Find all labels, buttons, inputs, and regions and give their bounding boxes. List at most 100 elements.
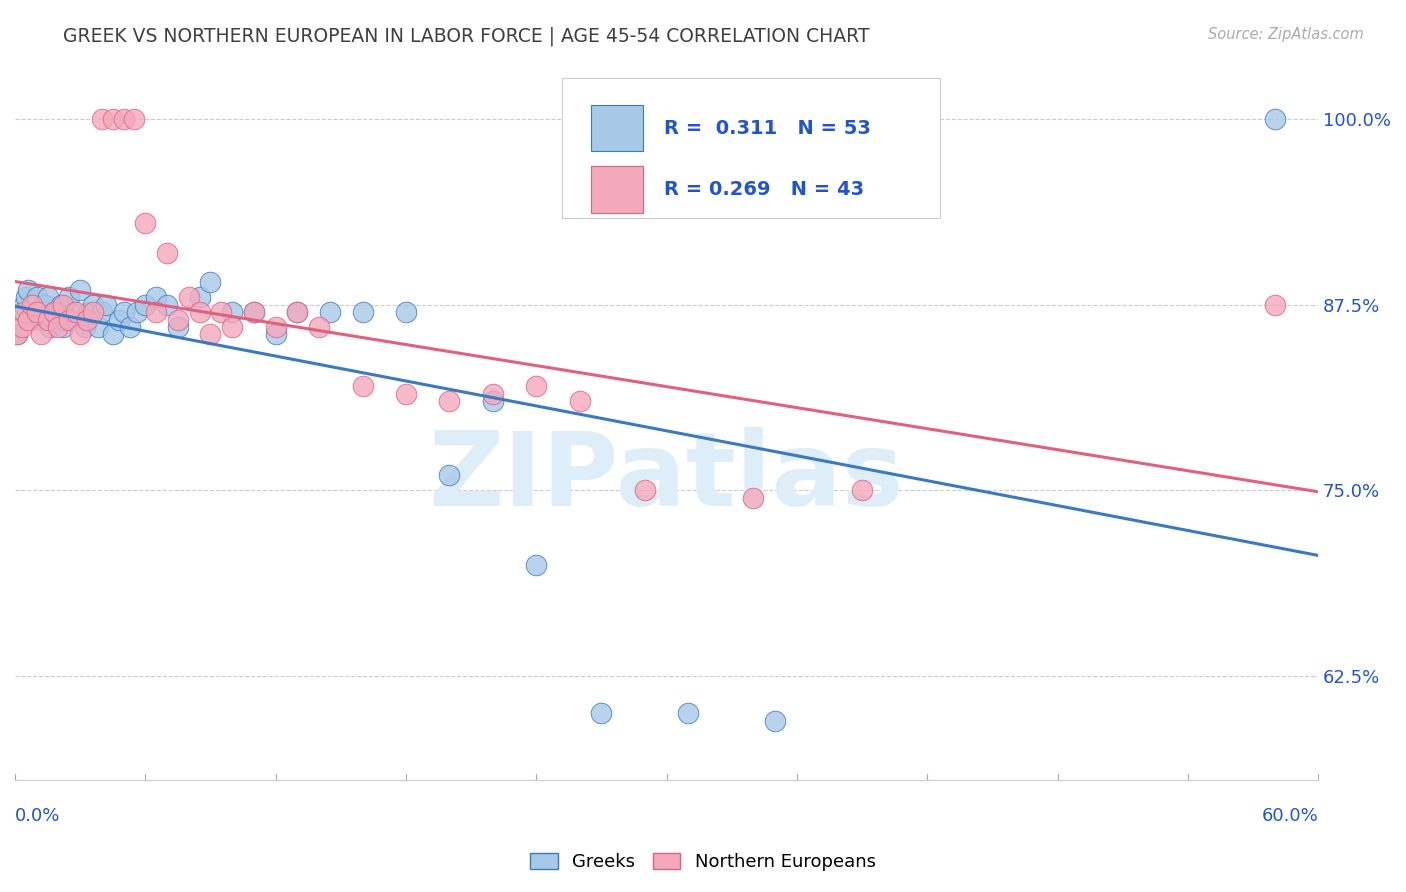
Point bbox=[37, 312, 59, 326]
Point bbox=[395, 386, 418, 401]
Point bbox=[763, 714, 786, 728]
Point bbox=[243, 305, 266, 319]
Point bbox=[243, 305, 266, 319]
Point bbox=[634, 483, 657, 498]
FancyBboxPatch shape bbox=[591, 166, 643, 212]
Point bbox=[6, 327, 28, 342]
Point bbox=[69, 283, 91, 297]
Point bbox=[14, 290, 37, 304]
Point bbox=[308, 320, 330, 334]
Point bbox=[21, 298, 44, 312]
Point bbox=[49, 298, 72, 312]
Point bbox=[188, 305, 211, 319]
Point bbox=[285, 305, 308, 319]
Point bbox=[42, 305, 65, 319]
Point bbox=[200, 327, 222, 342]
Point bbox=[395, 305, 418, 319]
Point bbox=[77, 305, 100, 319]
Point bbox=[17, 312, 39, 326]
Point bbox=[851, 483, 873, 498]
Point bbox=[482, 394, 505, 409]
Point bbox=[13, 298, 35, 312]
Point bbox=[6, 327, 28, 342]
Point bbox=[439, 394, 461, 409]
Point bbox=[13, 305, 35, 319]
Point bbox=[30, 312, 52, 326]
FancyBboxPatch shape bbox=[591, 104, 643, 152]
Point bbox=[17, 283, 39, 297]
Point bbox=[52, 320, 75, 334]
Point bbox=[18, 312, 41, 326]
Point bbox=[319, 305, 342, 319]
Point bbox=[120, 320, 142, 334]
Point bbox=[125, 305, 148, 319]
Point bbox=[38, 320, 60, 334]
Point bbox=[482, 386, 505, 401]
Point bbox=[742, 491, 765, 505]
Point bbox=[101, 327, 124, 342]
Point bbox=[134, 216, 156, 230]
Point bbox=[82, 305, 104, 319]
Point bbox=[30, 327, 52, 342]
Point bbox=[156, 245, 179, 260]
Point bbox=[221, 320, 243, 334]
Text: ZIPatlas: ZIPatlas bbox=[429, 427, 904, 528]
Point bbox=[678, 706, 700, 720]
Point bbox=[112, 305, 135, 319]
Point bbox=[1264, 112, 1286, 126]
Point bbox=[591, 706, 613, 720]
FancyBboxPatch shape bbox=[562, 78, 941, 218]
Point bbox=[352, 379, 374, 393]
Point bbox=[124, 112, 146, 126]
Point bbox=[25, 290, 48, 304]
Point bbox=[108, 312, 131, 326]
Point bbox=[568, 394, 591, 409]
Point bbox=[145, 305, 167, 319]
Text: Source: ZipAtlas.com: Source: ZipAtlas.com bbox=[1208, 27, 1364, 42]
Point bbox=[156, 298, 179, 312]
Point bbox=[82, 298, 104, 312]
Point bbox=[209, 305, 232, 319]
Point bbox=[37, 290, 59, 304]
Point bbox=[264, 327, 287, 342]
Point bbox=[200, 276, 222, 290]
Point bbox=[177, 290, 200, 304]
Point bbox=[25, 305, 48, 319]
Point bbox=[62, 305, 84, 319]
Point bbox=[101, 112, 124, 126]
Point bbox=[10, 305, 32, 319]
Text: GREEK VS NORTHERN EUROPEAN IN LABOR FORCE | AGE 45-54 CORRELATION CHART: GREEK VS NORTHERN EUROPEAN IN LABOR FORC… bbox=[63, 27, 870, 46]
Point bbox=[24, 298, 46, 312]
Point bbox=[439, 468, 461, 483]
Point bbox=[167, 312, 190, 326]
Legend: Greeks, Northern Europeans: Greeks, Northern Europeans bbox=[523, 846, 883, 879]
Text: R =  0.311   N = 53: R = 0.311 N = 53 bbox=[664, 119, 870, 137]
Text: 60.0%: 60.0% bbox=[1261, 806, 1319, 825]
Point bbox=[58, 290, 80, 304]
Point bbox=[65, 305, 87, 319]
Point bbox=[167, 320, 190, 334]
Point bbox=[34, 298, 56, 312]
Point bbox=[86, 320, 108, 334]
Point bbox=[48, 312, 70, 326]
Point bbox=[524, 379, 547, 393]
Point bbox=[48, 320, 70, 334]
Text: R = 0.269   N = 43: R = 0.269 N = 43 bbox=[664, 180, 865, 199]
Point bbox=[285, 305, 308, 319]
Point bbox=[524, 558, 547, 572]
Point bbox=[42, 305, 65, 319]
Point bbox=[53, 312, 76, 326]
Point bbox=[1264, 298, 1286, 312]
Text: 0.0%: 0.0% bbox=[15, 806, 60, 825]
Point bbox=[58, 312, 80, 326]
Point bbox=[112, 112, 135, 126]
Point bbox=[188, 290, 211, 304]
Point bbox=[134, 298, 156, 312]
Point bbox=[10, 320, 32, 334]
Point bbox=[73, 320, 96, 334]
Point bbox=[90, 112, 112, 126]
Point bbox=[352, 305, 374, 319]
Point bbox=[32, 305, 55, 319]
Point bbox=[90, 305, 112, 319]
Point bbox=[264, 320, 287, 334]
